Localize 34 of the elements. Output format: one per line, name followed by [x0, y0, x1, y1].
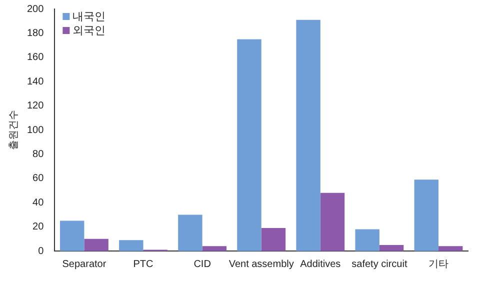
bar [414, 180, 438, 251]
y-tick-label: 120 [26, 100, 44, 112]
bar [237, 39, 262, 251]
legend-label: 내국인 [72, 10, 106, 23]
y-axis-title: 출원건수 [8, 110, 20, 150]
x-tick-label: Additives [300, 258, 341, 270]
y-tick-label: 40 [32, 197, 44, 208]
x-tick-label: 기타 [428, 258, 448, 270]
x-tick-label: PTC [133, 258, 154, 270]
bar [438, 246, 463, 251]
y-tick-label: 160 [26, 52, 44, 64]
bar [355, 229, 380, 251]
bar [60, 220, 84, 251]
bar [296, 20, 320, 251]
legend-label: 외국인 [72, 24, 106, 37]
y-tick-label: 200 [26, 4, 44, 15]
y-tick-label: 60 [32, 173, 44, 184]
bar [202, 246, 227, 251]
x-tick-label: safety circuit [352, 258, 408, 270]
bar [84, 238, 108, 251]
y-tick-label: 180 [26, 28, 44, 39]
y-tick-label: 100 [26, 124, 44, 136]
x-tick-label: CID [194, 258, 211, 270]
x-tick-label: Vent assembly [228, 258, 294, 270]
bar [119, 240, 144, 251]
bar [178, 214, 202, 251]
y-tick-label: 140 [26, 76, 44, 88]
y-tick-label: 80 [32, 148, 44, 160]
bar [261, 228, 286, 251]
bar [379, 244, 404, 251]
y-tick-label: 0 [38, 246, 44, 257]
y-tick-label: 20 [32, 222, 44, 233]
x-tick-label: Separator [62, 258, 107, 270]
bar [320, 192, 345, 251]
